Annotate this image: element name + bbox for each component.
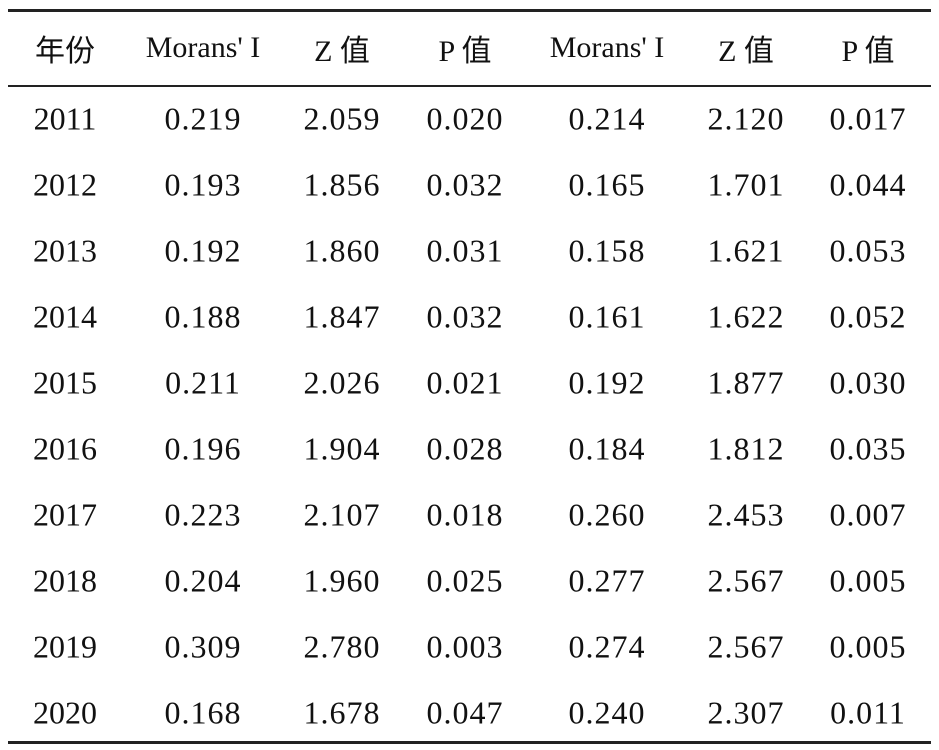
table-cell: 0.017 bbox=[829, 100, 907, 137]
column-header: Morans' I bbox=[145, 31, 261, 64]
table-cell: 0.192 bbox=[568, 364, 646, 401]
row-year: 2016 bbox=[33, 430, 97, 467]
table-cell: 2.059 bbox=[303, 100, 381, 137]
table-cell: 0.211 bbox=[165, 364, 241, 401]
column-header: Z 值 bbox=[314, 35, 370, 68]
table-cell: 0.196 bbox=[164, 430, 242, 467]
table-cell: 0.005 bbox=[829, 562, 907, 599]
table-cell: 0.018 bbox=[426, 496, 504, 533]
table-cell: 1.622 bbox=[707, 298, 785, 335]
table-cell: 2.567 bbox=[707, 562, 785, 599]
table-cell: 2.120 bbox=[707, 100, 785, 137]
table-cell: 1.960 bbox=[303, 562, 381, 599]
table-cell: 0.223 bbox=[164, 496, 242, 533]
table-cell: 0.028 bbox=[426, 430, 504, 467]
table-cell: 0.260 bbox=[568, 496, 646, 533]
table-cell: 0.025 bbox=[426, 562, 504, 599]
table-cell: 0.052 bbox=[829, 298, 907, 335]
table-cell: 1.856 bbox=[303, 166, 381, 203]
table-cell: 1.860 bbox=[303, 232, 381, 269]
table-cell: 0.309 bbox=[164, 628, 242, 665]
column-header: 年份 bbox=[35, 35, 95, 68]
table-cell: 0.047 bbox=[426, 694, 504, 731]
table-cell: 0.168 bbox=[164, 694, 242, 731]
table-cell: 0.219 bbox=[164, 100, 242, 137]
table-cell: 0.274 bbox=[568, 628, 646, 665]
table-cell: 0.188 bbox=[164, 298, 242, 335]
table-cell: 0.165 bbox=[568, 166, 646, 203]
table-cell: 0.044 bbox=[829, 166, 907, 203]
row-year: 2014 bbox=[33, 298, 97, 335]
table-cell: 2.453 bbox=[707, 496, 785, 533]
table-cell: 0.003 bbox=[426, 628, 504, 665]
table-cell: 0.007 bbox=[829, 496, 907, 533]
header-rule bbox=[8, 85, 931, 87]
row-year: 2019 bbox=[33, 628, 97, 665]
table-cell: 1.621 bbox=[707, 232, 785, 269]
table-cell: 0.035 bbox=[829, 430, 907, 467]
table-cell: 1.877 bbox=[707, 364, 785, 401]
table-cell: 0.193 bbox=[164, 166, 242, 203]
row-year: 2012 bbox=[33, 166, 97, 203]
table-cell: 0.214 bbox=[568, 100, 646, 137]
column-header: P 值 bbox=[438, 35, 492, 68]
table-cell: 1.904 bbox=[303, 430, 381, 467]
table-cell: 2.107 bbox=[303, 496, 381, 533]
row-year: 2013 bbox=[33, 232, 97, 269]
table-cell: 0.021 bbox=[426, 364, 504, 401]
column-header: Z 值 bbox=[718, 35, 774, 68]
table-cell: 0.184 bbox=[568, 430, 646, 467]
table-cell: 2.026 bbox=[303, 364, 381, 401]
table-cell: 0.158 bbox=[568, 232, 646, 269]
table-cell: 0.005 bbox=[829, 628, 907, 665]
row-year: 2015 bbox=[33, 364, 97, 401]
table-cell: 0.030 bbox=[829, 364, 907, 401]
table-cell: 0.032 bbox=[426, 166, 504, 203]
column-header: Morans' I bbox=[549, 31, 665, 64]
table-cell: 0.053 bbox=[829, 232, 907, 269]
table-cell: 0.031 bbox=[426, 232, 504, 269]
row-year: 2017 bbox=[33, 496, 97, 533]
table-cell: 0.192 bbox=[164, 232, 242, 269]
top-rule bbox=[8, 9, 931, 12]
table-cell: 2.567 bbox=[707, 628, 785, 665]
table-cell: 0.011 bbox=[830, 694, 906, 731]
table-cell: 0.161 bbox=[568, 298, 646, 335]
table-cell: 0.277 bbox=[568, 562, 646, 599]
table-cell: 2.307 bbox=[707, 694, 785, 731]
table-cell: 0.032 bbox=[426, 298, 504, 335]
table-cell: 1.701 bbox=[707, 166, 785, 203]
bottom-rule bbox=[8, 741, 931, 744]
table-cell: 0.020 bbox=[426, 100, 504, 137]
table-cell: 2.780 bbox=[303, 628, 381, 665]
table-cell: 0.204 bbox=[164, 562, 242, 599]
table-cell: 0.240 bbox=[568, 694, 646, 731]
column-header: P 值 bbox=[841, 35, 895, 68]
row-year: 2018 bbox=[33, 562, 97, 599]
table-cell: 1.678 bbox=[303, 694, 381, 731]
table-cell: 1.812 bbox=[707, 430, 785, 467]
table-cell: 1.847 bbox=[303, 298, 381, 335]
row-year: 2011 bbox=[33, 100, 97, 137]
row-year: 2020 bbox=[33, 694, 97, 731]
